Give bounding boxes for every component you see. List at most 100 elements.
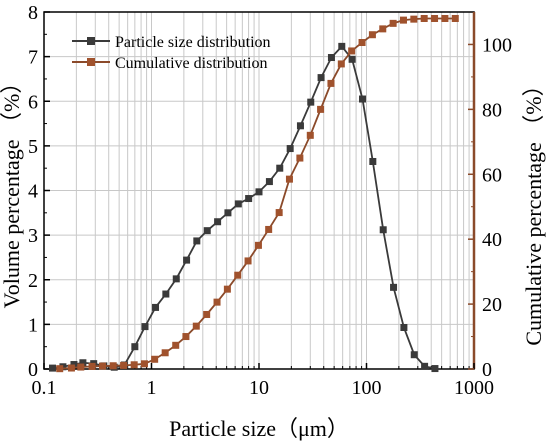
y-left-tick-label: 8 [28,2,38,24]
psd-data-point [193,237,201,245]
psd-data-point [49,364,57,372]
cumulative-data-point [109,362,117,370]
psd-data-point [327,54,335,62]
cumulative-data-point [77,363,85,371]
x-tick-label: 1 [147,377,157,399]
psd-data-point [286,145,294,153]
y-left-tick-label: 5 [28,136,38,158]
y-left-tick-label: 4 [28,181,38,203]
psd-data-point [307,98,315,106]
psd-data-point [162,290,170,298]
psd-data-point [276,164,284,172]
psd-data-point [369,157,377,165]
cumulative-data-point [410,15,418,23]
legend-label-psd: Particle size distribution [115,34,271,51]
psd-data-point [214,218,222,226]
cumulative-data-point [88,362,96,370]
psd-data-point [348,55,356,63]
legend-marker-psd [87,37,95,45]
psd-data-point [203,227,211,235]
cumulative-data-point [254,241,262,249]
cumulative-data-point [389,19,397,27]
psd-data-point [141,323,149,331]
legend-marker-cumulative [87,58,95,66]
psd-data-point [265,178,273,186]
y-right-tick-label: 80 [482,99,502,121]
cumulative-data-point [213,298,221,306]
cumulative-data-point [358,39,366,47]
psd-data-point [400,323,408,331]
psd-data-point [390,283,398,291]
y-right-tick-label: 20 [482,294,502,316]
cumulative-data-point [420,14,428,22]
psd-data-point [359,95,367,103]
cumulative-data-point [172,341,180,349]
x-tick-label: 1000 [454,377,494,399]
left-axis-title: Volume percentage （%） [0,72,24,309]
legend: Particle size distribution Cumulative di… [72,34,271,72]
cumulative-data-point [451,14,459,22]
cumulative-data-point [348,47,356,55]
y-left-tick-label: 7 [28,47,38,69]
cumulative-data-point [317,105,325,113]
cumulative-data-point [431,14,439,22]
y-left-tick-label: 0 [28,359,38,381]
psd-data-point [245,195,253,203]
psd-data-point [255,188,263,196]
x-tick-label: 100 [352,377,382,399]
psd-data-point [296,122,304,130]
grid-layer [44,12,474,369]
cumulative-data-point [203,310,211,318]
right-axis-title: Cumulative percentage （%） [521,74,546,345]
cumulative-data-point [120,361,128,369]
psd-data-point [379,226,387,234]
y-left-tick-label: 2 [28,270,38,292]
y-left-tick-label: 1 [28,314,38,336]
cumulative-data-point [399,16,407,24]
x-tick-label: 0.1 [32,377,57,399]
cumulative-data-point [337,60,345,68]
psd-data-point [431,365,439,373]
y-left-tick-label: 3 [28,225,38,247]
x-tick-label: 10 [249,377,269,399]
cumulative-data-point [140,360,148,368]
psd-data-point [152,303,160,311]
cumulative-data-point [234,271,242,279]
psd-data-point [172,275,180,283]
legend-label-cumulative: Cumulative distribution [115,55,267,72]
psd-data-point [421,362,429,370]
y-left-tick-label: 6 [28,91,38,113]
y-right-tick-label: 0 [482,359,492,381]
y-right-tick-label: 40 [482,229,502,251]
cumulative-data-point [285,175,293,183]
psd-data-point [338,42,346,50]
psd-data-point [317,74,325,82]
cumulative-data-point [192,322,200,330]
cumulative-data-point [161,349,169,357]
psd-data-point [224,209,232,217]
cumulative-data-point [368,31,376,39]
cumulative-data-point [327,79,335,87]
cumulative-data-point [223,285,231,293]
psd-data-point [183,256,191,264]
psd-series-line [52,44,436,370]
cumulative-data-point [306,131,314,139]
cumulative-data-point [151,355,159,363]
cumulative-data-point [441,14,449,22]
cumulative-data-point [56,365,64,373]
cumulative-data-point [265,225,273,233]
psd-data-point [234,200,242,208]
cumulative-data-point [244,257,252,265]
cumulative-data-point [182,333,190,341]
cumulative-data-point [98,362,106,370]
cumulative-data-point [67,364,75,372]
psd-data-point [131,343,139,351]
cumulative-data-point [296,154,304,162]
series-layer [49,14,459,373]
psd-data-point [79,359,87,367]
cumulative-data-point [130,361,138,369]
y-right-tick-label: 100 [482,34,512,56]
